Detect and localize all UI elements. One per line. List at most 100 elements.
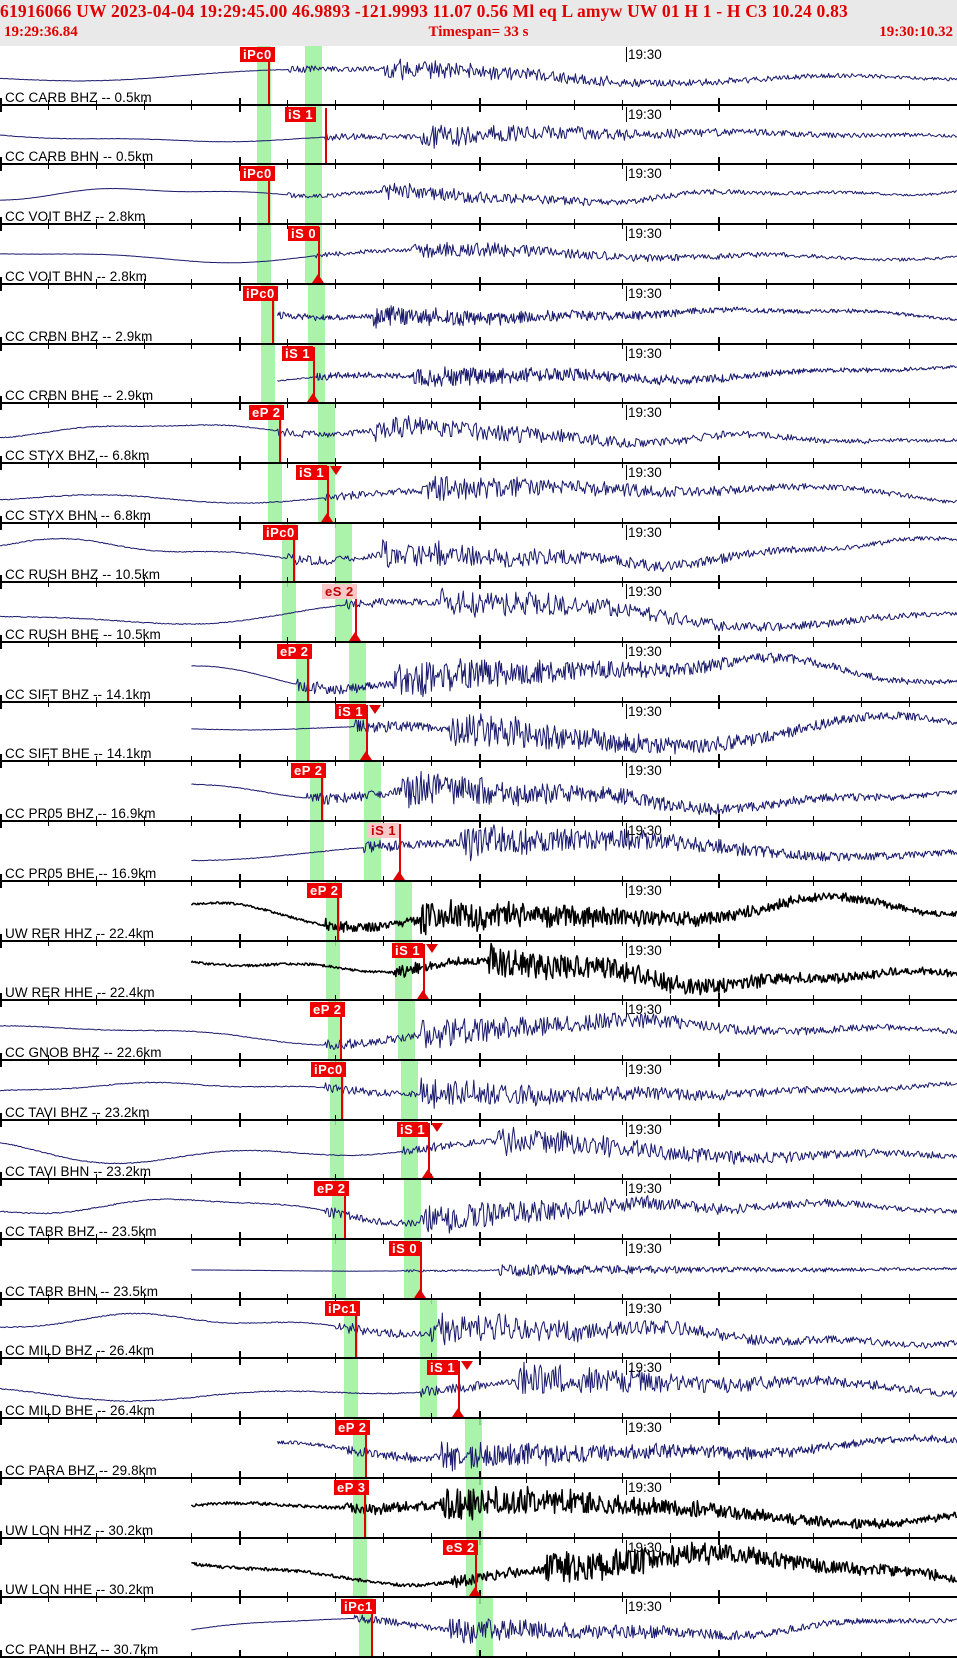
pick-phase-label[interactable]: eP 2 [310,1002,345,1018]
pick-phase-label[interactable]: eP 2 [335,1420,370,1436]
time-axis-tick [626,405,627,421]
pick-phase-label[interactable]: iS 0 [288,226,320,242]
pick-phase-label[interactable]: eS 2 [443,1539,478,1555]
pick-phase-label[interactable]: iS 1 [335,703,367,719]
axis-tick [48,1001,49,1006]
axis-tick [239,1232,241,1244]
phase-pick[interactable]: iS 1 [0,1359,957,1419]
axis-tick [909,577,910,584]
axis-tick [813,1413,814,1420]
phase-pick[interactable]: iPc0 [0,285,957,345]
phase-pick[interactable]: eP 2 [0,404,957,464]
axis-tick [383,583,384,588]
pick-phase-label[interactable]: eS 2 [322,584,357,600]
pick-phase-label[interactable]: iS 0 [389,1241,421,1257]
phase-pick[interactable]: eS 2 [0,583,957,643]
axis-tick [239,1001,241,1008]
phase-pick[interactable]: iS 0 [0,1240,957,1300]
axis-tick [526,463,527,468]
pick-phase-label[interactable]: eP 3 [334,1479,369,1495]
axis-tick [574,1419,575,1424]
axis-tick [479,1232,481,1244]
pick-phase-label[interactable]: iPc0 [243,285,278,301]
axis-tick [144,1114,145,1121]
axis-tick [96,1359,97,1364]
phase-pick[interactable]: iS 1 [0,822,957,882]
axis-tick [48,762,49,767]
pick-phase-label[interactable]: eP 2 [277,644,312,660]
axis-tick [526,577,527,584]
phase-pick[interactable]: eP 2 [0,762,957,822]
pick-phase-label[interactable]: iS 1 [392,942,424,958]
phase-pick[interactable]: iPc1 [0,1598,957,1658]
axis-tick [335,643,336,648]
pick-phase-label[interactable]: eP 2 [307,882,342,898]
pick-phase-label[interactable]: eP 2 [314,1181,349,1197]
axis-tick [909,457,910,464]
phase-pick[interactable]: iS 1 [0,703,957,763]
phase-pick[interactable]: iPc0 [0,524,957,584]
pick-phase-label[interactable]: iPc0 [240,166,275,182]
pick-phase-label[interactable]: iS 1 [282,345,314,361]
axis-tick [574,1240,575,1245]
axis-tick [96,822,97,827]
axis-tick [48,1120,49,1125]
phase-pick[interactable]: iS 1 [0,106,957,166]
trace-row[interactable] [0,1359,957,1420]
pick-phase-label[interactable]: iPc0 [240,47,275,62]
axis-tick [909,822,910,827]
s-window-band [335,523,352,584]
trace-row[interactable] [0,105,957,166]
axis-tick [526,219,527,226]
pick-up-arrow-icon [452,1408,464,1418]
pick-phase-label[interactable]: eP 2 [291,763,326,779]
phase-pick[interactable]: iPc0 [0,165,957,225]
phase-pick[interactable]: eP 2 [0,1419,957,1479]
axis-tick [0,276,2,288]
pick-phase-label[interactable]: iPc1 [341,1599,376,1615]
axis-tick [718,1411,720,1423]
axis-tick [335,159,336,166]
axis-tick [383,219,384,226]
pick-phase-label[interactable]: iS 1 [427,1360,459,1376]
axis-tick [574,1114,575,1121]
axis-tick [861,1299,862,1304]
axis-tick [813,637,814,644]
phase-pick[interactable]: eP 2 [0,1180,957,1240]
axis-tick [383,875,384,882]
axis-tick [766,278,767,285]
pick-phase-label[interactable]: iS 1 [296,464,328,480]
axis-tick [813,583,814,588]
pick-phase-label[interactable]: iPc0 [311,1061,346,1077]
phase-pick[interactable]: iS 1 [0,464,957,524]
axis-tick [96,875,97,882]
axis-tick [191,463,192,468]
axis-tick [191,822,192,827]
pick-phase-label[interactable]: iPc1 [325,1300,360,1316]
pick-phase-label[interactable]: iS 1 [285,106,317,122]
phase-pick[interactable]: iS 1 [0,345,957,405]
axis-tick [813,517,814,524]
waveform [0,1359,957,1419]
phase-pick[interactable]: iS 0 [0,225,957,285]
pick-phase-label[interactable]: iPc0 [263,524,298,540]
phase-pick[interactable]: iPc0 [0,46,957,106]
phase-pick[interactable]: eS 2 [0,1539,957,1599]
pick-phase-label[interactable]: iS 1 [368,823,400,839]
axis-tick [191,1538,192,1543]
phase-pick[interactable]: iS 1 [0,942,957,1002]
axis-tick [191,1359,192,1364]
axis-tick [574,517,575,524]
phase-pick[interactable]: iS 1 [0,1121,957,1181]
trace-panel[interactable]: CC CARB BHZ -- 0.5km 19:30 iPc0 CC CARB BHN… [0,46,957,1658]
phase-pick[interactable]: iPc1 [0,1300,957,1360]
phase-pick[interactable]: eP 2 [0,882,957,942]
trace-row[interactable] [0,1538,957,1599]
phase-pick[interactable]: iPc0 [0,1061,957,1121]
phase-pick[interactable]: eP 3 [0,1479,957,1539]
phase-pick[interactable]: eP 2 [0,643,957,703]
pick-phase-label[interactable]: eP 2 [249,405,284,421]
pick-phase-label[interactable]: iS 1 [397,1121,429,1137]
phase-pick[interactable]: eP 2 [0,1001,957,1061]
axis-tick [766,1472,767,1479]
